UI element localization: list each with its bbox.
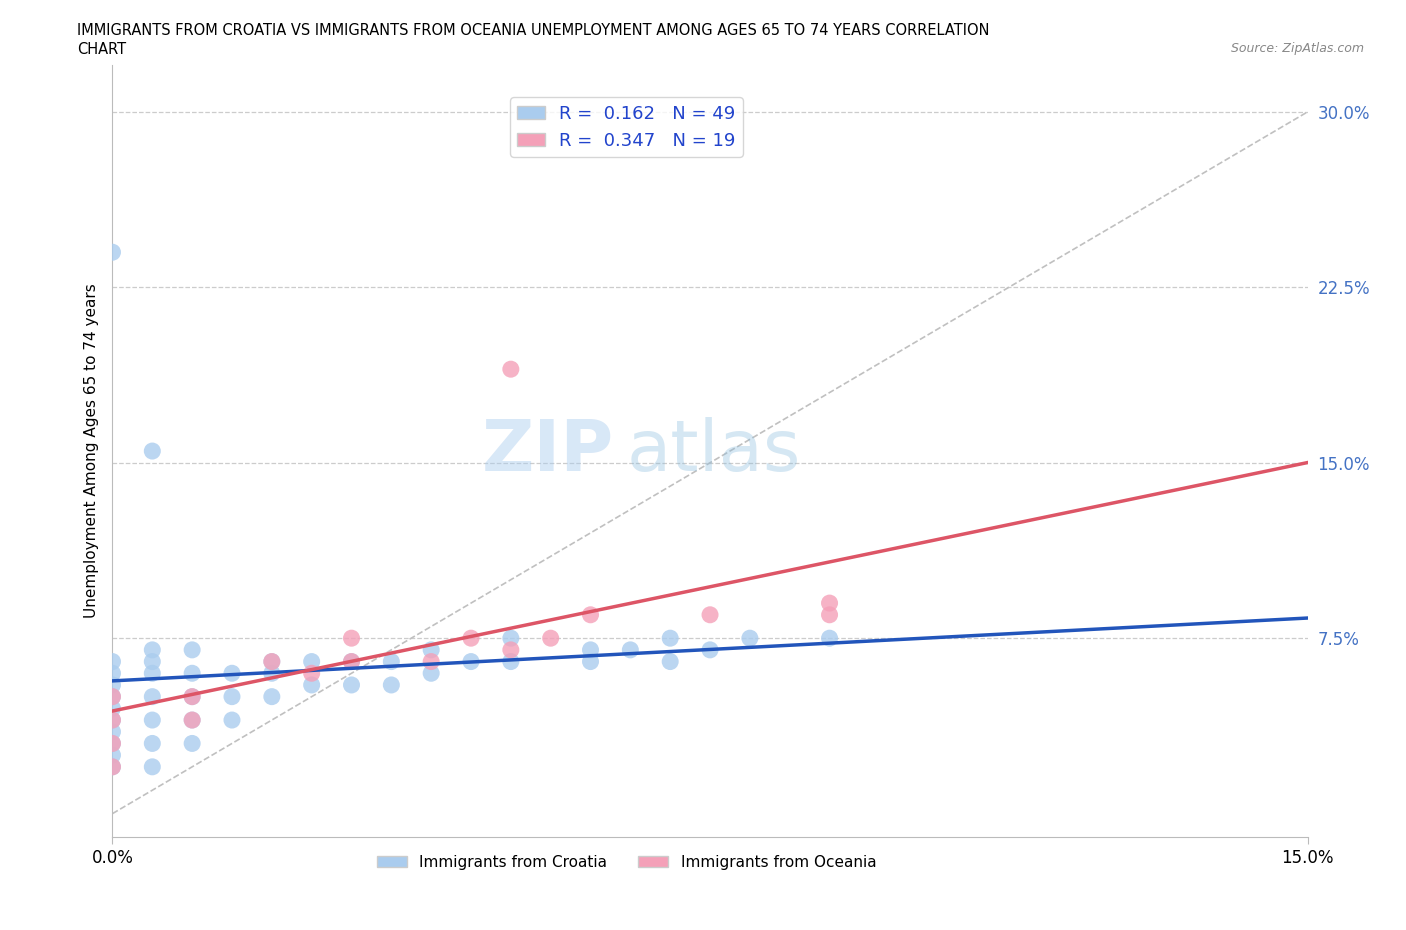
Point bbox=[141, 444, 163, 458]
Point bbox=[101, 689, 124, 704]
Point bbox=[619, 643, 641, 658]
Point bbox=[101, 678, 124, 693]
Text: CHART: CHART bbox=[77, 42, 127, 57]
Point bbox=[101, 245, 124, 259]
Point bbox=[101, 736, 124, 751]
Point bbox=[818, 631, 841, 645]
Point bbox=[659, 631, 682, 645]
Text: atlas: atlas bbox=[627, 417, 801, 485]
Point bbox=[301, 666, 323, 681]
Legend: Immigrants from Croatia, Immigrants from Oceania: Immigrants from Croatia, Immigrants from… bbox=[370, 848, 883, 876]
Point bbox=[101, 712, 124, 727]
Point bbox=[420, 654, 443, 669]
Point bbox=[699, 607, 721, 622]
Point bbox=[181, 643, 204, 658]
Point bbox=[101, 760, 124, 775]
Point bbox=[460, 631, 482, 645]
Point bbox=[380, 654, 402, 669]
Point bbox=[420, 643, 443, 658]
Point bbox=[499, 643, 522, 658]
Point bbox=[101, 736, 124, 751]
Point bbox=[340, 678, 363, 693]
Point bbox=[499, 362, 522, 377]
Point bbox=[260, 654, 283, 669]
Point bbox=[260, 654, 283, 669]
Point bbox=[181, 712, 204, 727]
Point bbox=[738, 631, 761, 645]
Point bbox=[221, 666, 243, 681]
Point bbox=[141, 712, 163, 727]
Y-axis label: Unemployment Among Ages 65 to 74 years: Unemployment Among Ages 65 to 74 years bbox=[83, 284, 98, 618]
Point bbox=[260, 689, 283, 704]
Point bbox=[141, 654, 163, 669]
Point bbox=[101, 654, 124, 669]
Point bbox=[181, 689, 204, 704]
Point bbox=[181, 736, 204, 751]
Point bbox=[499, 654, 522, 669]
Point bbox=[101, 701, 124, 716]
Point bbox=[221, 712, 243, 727]
Text: IMMIGRANTS FROM CROATIA VS IMMIGRANTS FROM OCEANIA UNEMPLOYMENT AMONG AGES 65 TO: IMMIGRANTS FROM CROATIA VS IMMIGRANTS FR… bbox=[77, 23, 990, 38]
Point bbox=[818, 595, 841, 610]
Point bbox=[181, 666, 204, 681]
Point bbox=[141, 643, 163, 658]
Point bbox=[181, 712, 204, 727]
Point bbox=[340, 654, 363, 669]
Point bbox=[141, 760, 163, 775]
Point bbox=[141, 666, 163, 681]
Point bbox=[141, 689, 163, 704]
Point bbox=[499, 631, 522, 645]
Point bbox=[141, 736, 163, 751]
Point bbox=[420, 666, 443, 681]
Point bbox=[460, 654, 482, 669]
Point bbox=[221, 689, 243, 704]
Point bbox=[818, 607, 841, 622]
Point bbox=[540, 631, 562, 645]
Point bbox=[380, 678, 402, 693]
Point bbox=[101, 724, 124, 739]
Point bbox=[301, 678, 323, 693]
Point bbox=[260, 666, 283, 681]
Text: Source: ZipAtlas.com: Source: ZipAtlas.com bbox=[1230, 42, 1364, 55]
Point bbox=[340, 631, 363, 645]
Point bbox=[101, 760, 124, 775]
Point bbox=[101, 689, 124, 704]
Point bbox=[101, 712, 124, 727]
Point bbox=[301, 654, 323, 669]
Point bbox=[699, 643, 721, 658]
Point bbox=[579, 607, 602, 622]
Point bbox=[340, 654, 363, 669]
Point bbox=[579, 643, 602, 658]
Point bbox=[181, 689, 204, 704]
Point bbox=[101, 748, 124, 763]
Point bbox=[101, 666, 124, 681]
Point bbox=[659, 654, 682, 669]
Text: ZIP: ZIP bbox=[482, 417, 614, 485]
Point bbox=[579, 654, 602, 669]
